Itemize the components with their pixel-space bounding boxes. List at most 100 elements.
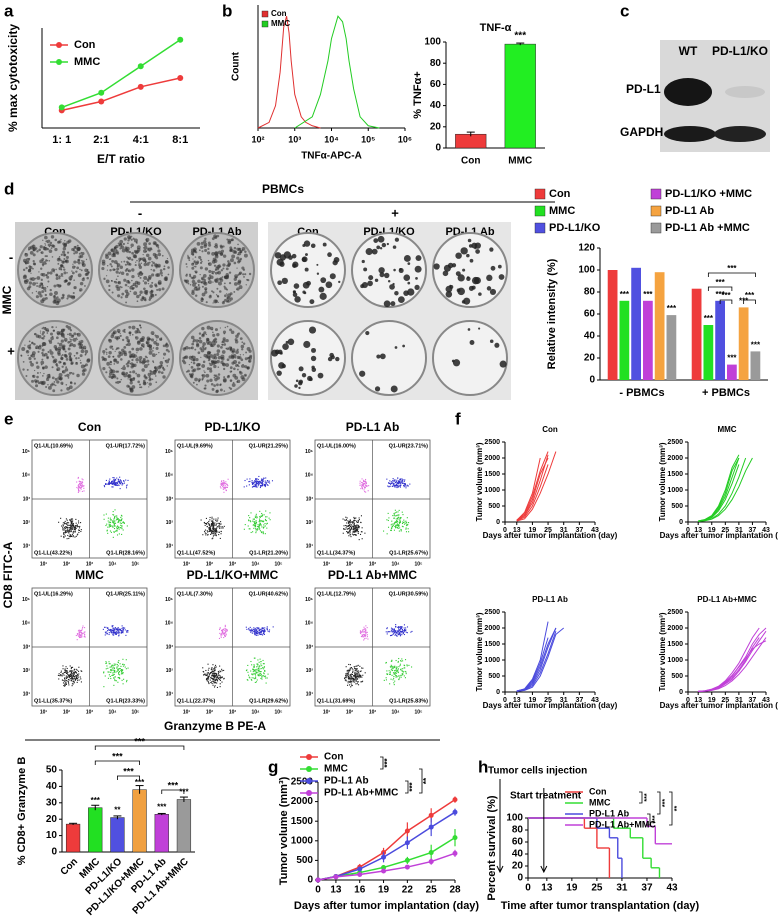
event-dot	[222, 483, 225, 485]
event-dot	[263, 631, 265, 633]
cell-colony	[192, 381, 195, 384]
event-dot	[113, 524, 115, 526]
cell-colony	[209, 362, 213, 367]
x-tick-label: 37	[575, 527, 583, 534]
event-dot	[212, 531, 214, 533]
event-dot	[60, 671, 62, 674]
cell-colony	[33, 357, 36, 360]
cell-colony	[152, 350, 154, 352]
cell-colony	[22, 368, 25, 371]
event-dot	[111, 665, 113, 667]
event-dot	[396, 520, 398, 522]
event-dot	[389, 480, 391, 482]
event-dot	[342, 518, 344, 520]
x-tick-label: 37	[749, 697, 757, 704]
x-tick-label: 0	[525, 883, 531, 894]
cell-colony	[374, 278, 379, 283]
event-dot	[395, 515, 397, 517]
y-tick-label: 20	[584, 353, 596, 364]
y-tick-label: 20	[512, 861, 524, 872]
event-dot	[211, 522, 213, 524]
event-dot	[223, 525, 225, 527]
event-dot	[207, 533, 209, 536]
event-dot	[117, 670, 119, 672]
cell-colony	[205, 301, 208, 304]
cell-colony	[72, 263, 74, 265]
cell-colony	[148, 275, 152, 279]
cell-colony	[229, 249, 233, 253]
event-dot	[361, 634, 363, 636]
cell-colony	[122, 366, 126, 371]
cell-colony	[121, 248, 126, 253]
event-dot	[210, 523, 213, 525]
event-dot	[216, 674, 218, 676]
flow-tick-label: 10¹	[183, 709, 191, 715]
event-dot	[243, 528, 245, 530]
cell-colony	[226, 347, 230, 351]
event-dot	[77, 520, 80, 522]
event-dot	[264, 669, 266, 672]
series-line	[698, 640, 767, 692]
cell-colony	[42, 326, 45, 329]
event-dot	[354, 676, 356, 678]
event-dot	[398, 480, 400, 482]
event-dot	[363, 636, 365, 638]
event-dot	[202, 670, 204, 673]
event-dot	[356, 668, 358, 670]
event-dot	[209, 526, 211, 528]
event-dot	[353, 520, 355, 522]
event-dot	[65, 680, 68, 682]
event-dot	[263, 666, 265, 668]
cell-colony	[29, 277, 33, 281]
event-dot	[347, 672, 349, 674]
cell-colony	[468, 285, 474, 291]
cell-colony	[105, 348, 108, 351]
event-dot	[122, 665, 124, 667]
cell-colony	[74, 246, 77, 248]
event-dot	[126, 630, 128, 632]
event-dot	[60, 535, 62, 537]
cell-colony	[468, 244, 473, 248]
event-dot	[80, 636, 82, 638]
cell-colony	[109, 363, 112, 366]
event-dot	[108, 661, 110, 663]
cell-colony	[70, 372, 73, 374]
cell-colony	[213, 234, 217, 239]
event-dot	[205, 674, 207, 676]
cell-colony	[116, 380, 120, 384]
event-dot	[394, 485, 396, 487]
event-dot	[113, 520, 115, 522]
cell-colony	[62, 275, 64, 277]
bar	[607, 270, 618, 380]
event-dot	[260, 482, 262, 484]
cell-colony	[111, 291, 114, 294]
event-dot	[77, 674, 79, 676]
y-tick-label: 80	[430, 58, 442, 69]
event-dot	[78, 531, 80, 533]
event-dot	[110, 669, 112, 671]
cell-colony	[137, 275, 140, 278]
legend-swatch	[650, 205, 662, 217]
cell-colony	[76, 332, 81, 337]
cell-colony	[407, 281, 411, 285]
event-dot	[354, 681, 356, 683]
event-dot	[248, 484, 250, 486]
event-dot	[120, 514, 123, 516]
event-dot	[359, 533, 362, 536]
cell-colony	[116, 370, 120, 373]
cell-colony	[81, 372, 86, 376]
cell-colony	[44, 289, 47, 292]
event-dot	[212, 526, 214, 528]
event-dot	[359, 676, 361, 678]
event-dot	[119, 520, 121, 522]
cell-colony	[136, 352, 138, 354]
event-dot	[358, 539, 360, 541]
cell-colony	[311, 367, 317, 373]
cell-colony	[159, 361, 164, 365]
legend-label: MMC	[74, 56, 100, 68]
cell-colony	[145, 238, 148, 241]
x-tick-label: 25	[721, 527, 729, 534]
cell-colony	[149, 284, 153, 288]
event-dot	[214, 664, 217, 666]
event-dot	[111, 520, 114, 522]
